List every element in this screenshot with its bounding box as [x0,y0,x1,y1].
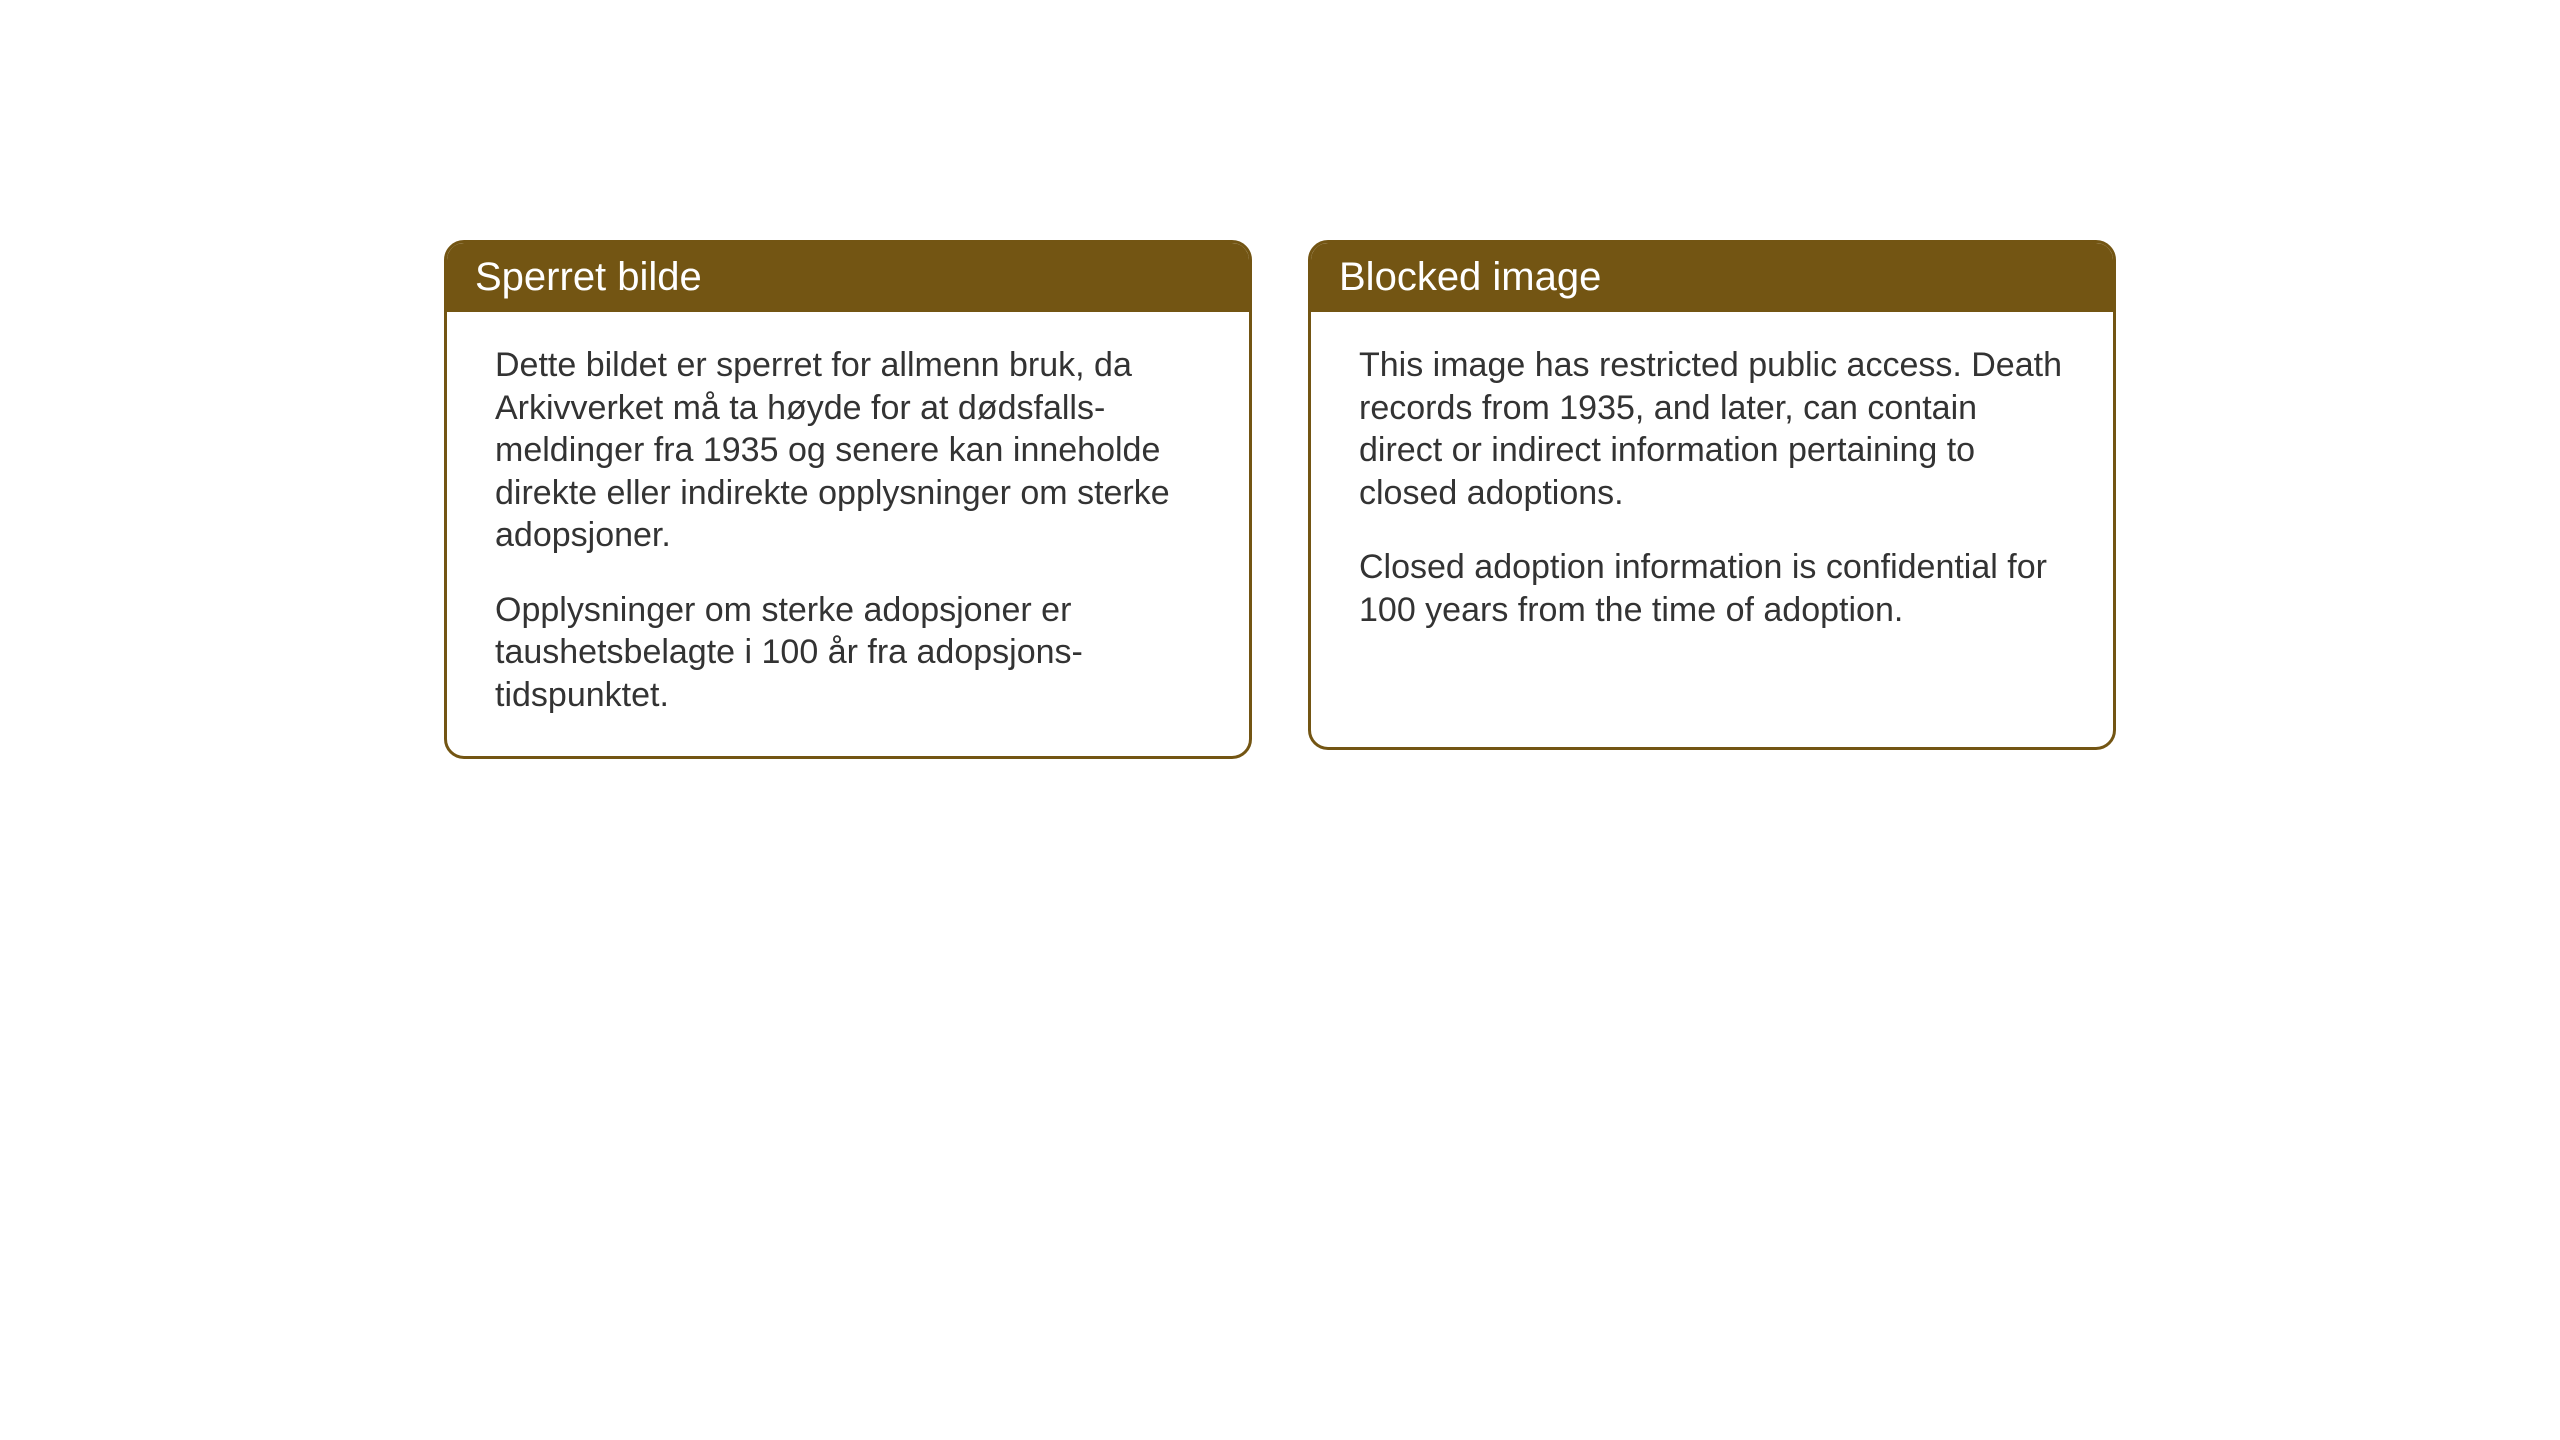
english-paragraph-1: This image has restricted public access.… [1359,344,2065,514]
norwegian-card-title: Sperret bilde [447,243,1249,312]
english-card: Blocked image This image has restricted … [1308,240,2116,750]
english-card-title: Blocked image [1311,243,2113,312]
english-paragraph-2: Closed adoption information is confident… [1359,546,2065,631]
norwegian-card-body: Dette bildet er sperret for allmenn bruk… [447,312,1249,756]
norwegian-card: Sperret bilde Dette bildet er sperret fo… [444,240,1252,759]
norwegian-paragraph-1: Dette bildet er sperret for allmenn bruk… [495,344,1201,557]
norwegian-paragraph-2: Opplysninger om sterke adopsjoner er tau… [495,589,1201,717]
cards-container: Sperret bilde Dette bildet er sperret fo… [444,240,2116,759]
english-card-body: This image has restricted public access.… [1311,312,2113,671]
